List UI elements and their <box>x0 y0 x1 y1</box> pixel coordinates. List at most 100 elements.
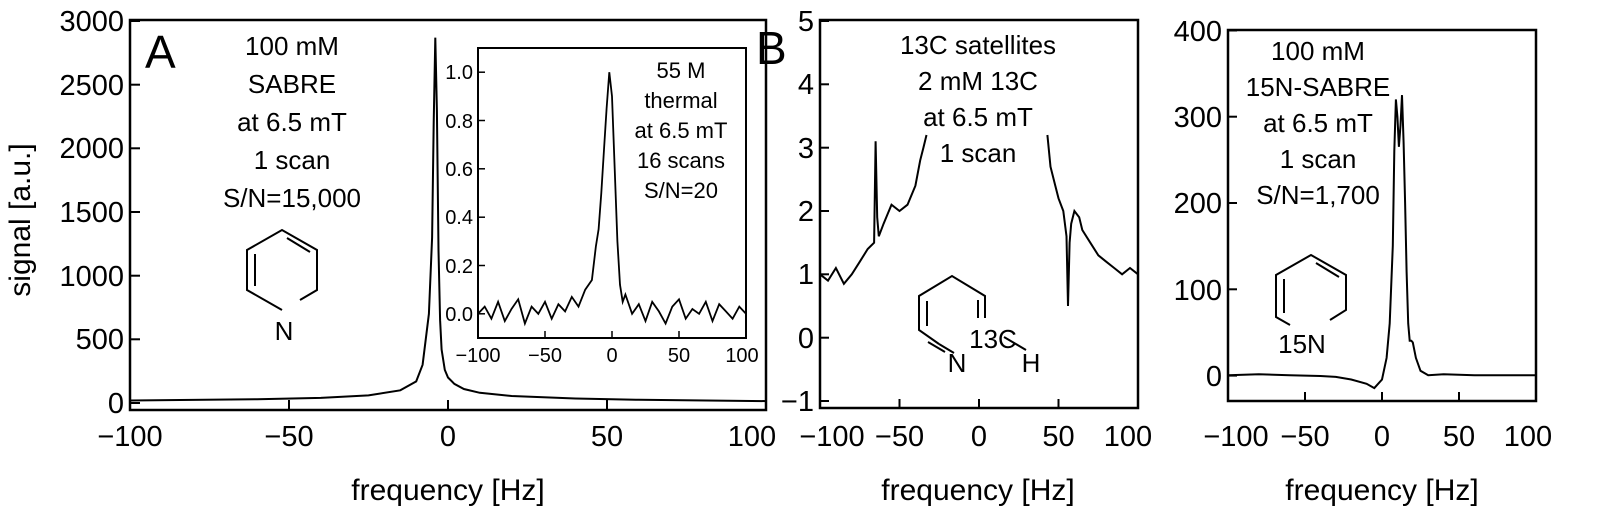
panel-b-left-annotation-line: 13C satellites <box>900 30 1056 60</box>
panel-b-right-xtick-label: 50 <box>1443 421 1475 453</box>
panel-b-right-annotation-line: 100 mM <box>1271 36 1365 66</box>
panel-a-annotation-line: 100 mM <box>245 31 339 61</box>
panel-b-left-xtick-label: 0 <box>971 421 987 453</box>
panel-b-left-spectrum-line-left <box>819 134 928 286</box>
inset-ytick-label: 0.6 <box>445 159 473 181</box>
panel-b-right-yticks: 0 100 200 300 400 <box>1174 16 1237 393</box>
panel-b-left-xlabel: frequency [Hz] <box>881 474 1074 507</box>
panel-b-left-xtick-label: 100 <box>1104 421 1152 453</box>
panel-b-right-ytick-label: 300 <box>1174 102 1222 134</box>
pyridine-ring-a <box>246 228 318 311</box>
inset-annotation-line: thermal <box>644 88 717 113</box>
panel-b-right-annotation-line: at 6.5 mT <box>1263 108 1373 138</box>
panel-b-right-annotation-line: 15N-SABRE <box>1246 72 1391 102</box>
inset-annotation-line: at 6.5 mT <box>635 118 728 143</box>
panel-b-right-ytick-label: 400 <box>1174 16 1222 48</box>
panel-b-left-xtick-label: −100 <box>799 421 864 453</box>
panel-a-annotation-line: SABRE <box>248 69 336 99</box>
panel-b-right-xtick-label: 100 <box>1504 421 1552 453</box>
panel-b-left-yticks: −1 0 1 2 3 4 5 <box>781 6 829 418</box>
panel-a-xticks: −100 −50 0 50 100 <box>97 400 776 453</box>
pyridine-n-label-b-left: N <box>948 348 967 378</box>
panel-a-ylabel: signal [a.u.] <box>4 143 37 296</box>
inset-xtick-label: −50 <box>528 345 562 367</box>
pyridine-double-bond-a <box>286 237 311 253</box>
inset-annotation-line: S/N=20 <box>644 178 718 203</box>
panel-b-right-xtick-label: −50 <box>1280 421 1329 453</box>
inset-yticks: 0.0 0.2 0.4 0.6 0.8 1.0 <box>445 62 485 326</box>
panel-b-left-spectrum-line-right <box>1046 134 1139 307</box>
panel-a-xtick-label: 0 <box>440 421 456 453</box>
panel-a-ytick-label: 2000 <box>59 133 124 165</box>
panel-a-ytick-label: 2500 <box>59 70 124 102</box>
inset-ytick-label: 0.0 <box>445 304 473 326</box>
panel-a-ytick-label: 500 <box>76 324 124 356</box>
panel-b-left-ytick-label: 3 <box>798 133 814 165</box>
panel-b-right-ytick-label: 200 <box>1174 188 1222 220</box>
panel-a-spectrum-line <box>129 37 767 403</box>
panel-b-right: frequency [Hz] 0 100 200 300 400 −100 −5… <box>1174 16 1553 507</box>
panel-a-ytick-label: 3000 <box>59 6 124 38</box>
panel-b-right-xtick-label: 0 <box>1374 421 1390 453</box>
panel-b-right-spectrum-line <box>1227 95 1536 390</box>
panel-a-xtick-label: −100 <box>97 421 162 453</box>
panel-a-annotation-line: at 6.5 mT <box>237 107 347 137</box>
pyridine-structure-b-left <box>918 274 1027 354</box>
inset-xtick-label: 100 <box>725 345 758 367</box>
panel-b-letter: B <box>756 22 787 74</box>
panel-b-right-xticks: −100 −50 0 50 100 <box>1203 392 1552 453</box>
panel-a-annotation: 100 mM SABRE at 6.5 mT 1 scan S/N=15,000 <box>223 31 361 213</box>
panel-b-left-ytick-label: 5 <box>798 6 814 38</box>
panel-b-right-xlabel: frequency [Hz] <box>1285 474 1478 507</box>
panel-a-yticks: 0 500 1000 1500 2000 2500 3000 <box>59 6 140 420</box>
panel-b-left-annotation-line: at 6.5 mT <box>923 102 1033 132</box>
inset-xtick-label: −100 <box>455 345 500 367</box>
panel-b-left-ytick-label: 4 <box>798 69 814 101</box>
pyridine-ring-b-left <box>918 274 986 345</box>
pyridine-structure-a <box>246 228 318 311</box>
inset-ytick-label: 0.4 <box>445 207 473 229</box>
inset-xtick-label: 50 <box>668 345 690 367</box>
pyridine-structure-b-right <box>1275 253 1347 326</box>
panel-b-right-ytick-label: 100 <box>1174 275 1222 307</box>
panel-a-ytick-label: 1000 <box>59 261 124 293</box>
panel-b-left-xtick-label: 50 <box>1042 421 1074 453</box>
panel-a-xtick-label: 50 <box>591 421 623 453</box>
panel-b-left-ytick-label: 2 <box>798 196 814 228</box>
c-h-bond <box>1003 336 1027 351</box>
pyridine-ring-b-left <box>938 343 955 354</box>
pyridine-double-bond-b-left <box>927 341 946 353</box>
panel-b-left: B frequency [Hz] −1 0 1 2 3 4 5 −100 −50 <box>756 6 1152 507</box>
panel-b-left-xticks: −100 −50 0 50 100 <box>799 399 1152 453</box>
panel-a-xtick-label: 100 <box>728 421 776 453</box>
panel-b-left-ytick-label: 1 <box>798 259 814 291</box>
inset-annotation-line: 16 scans <box>637 148 725 173</box>
panel-a-xlabel: frequency [Hz] <box>351 474 544 507</box>
panel-a: A signal [a.u.] frequency [Hz] 0 500 100… <box>4 6 776 507</box>
panel-a-annotation-line: S/N=15,000 <box>223 183 361 213</box>
inset-ytick-label: 0.2 <box>445 256 473 278</box>
panel-a-letter: A <box>145 26 176 78</box>
panel-b-left-annotation-line: 1 scan <box>940 138 1017 168</box>
panel-a-ytick-label: 0 <box>108 388 124 420</box>
inset-xtick-label: 0 <box>606 345 617 367</box>
pyridine-n-label-b-right: 15N <box>1278 329 1326 359</box>
panel-a-xtick-label: −50 <box>264 421 313 453</box>
pyridine-c-label-b-left: 13C <box>969 324 1017 354</box>
panel-a-inset: 0.0 0.2 0.4 0.6 0.8 1.0 −100 −50 0 50 10… <box>445 47 759 367</box>
panel-b-left-annotation-line: 2 mM 13C <box>918 66 1038 96</box>
panel-b-right-xtick-label: −100 <box>1203 421 1268 453</box>
inset-annotation-line: 55 M <box>657 58 706 83</box>
panel-b-right-annotation-line: 1 scan <box>1280 144 1357 174</box>
pyridine-double-bond-b-right <box>1315 262 1340 278</box>
inset-annotation: 55 M thermal at 6.5 mT 16 scans S/N=20 <box>635 58 728 203</box>
pyridine-h-label-b-left: H <box>1022 348 1041 378</box>
inset-ytick-label: 1.0 <box>445 62 473 84</box>
panel-b-right-annotation-line: S/N=1,700 <box>1256 180 1380 210</box>
panel-b-right-ytick-label: 0 <box>1206 361 1222 393</box>
panel-a-annotation-line: 1 scan <box>254 145 331 175</box>
inset-ytick-label: 0.8 <box>445 111 473 133</box>
panel-b-left-annotation: 13C satellites 2 mM 13C at 6.5 mT 1 scan <box>900 30 1056 168</box>
panel-a-ytick-label: 1500 <box>59 197 124 229</box>
